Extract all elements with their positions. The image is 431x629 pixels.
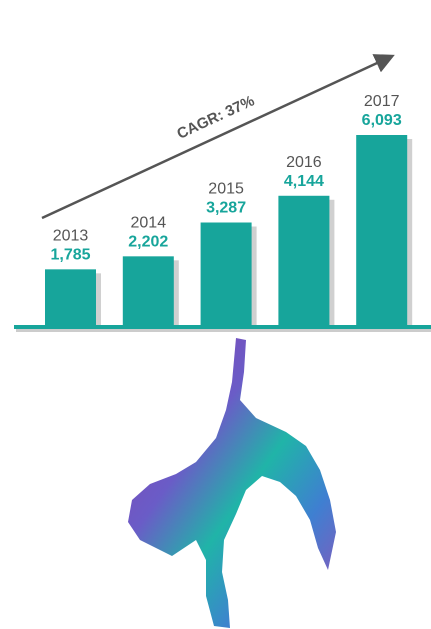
- dancer-silhouette: [128, 338, 336, 628]
- bar: [45, 269, 96, 325]
- cagr-annotation: CAGR: 37%: [174, 92, 257, 142]
- bar: [278, 195, 330, 325]
- value-label: 4,144: [284, 173, 324, 190]
- bar: [200, 222, 252, 325]
- baseline: [14, 325, 431, 329]
- category-label: 2017: [364, 93, 400, 110]
- baseline-shadow: [16, 328, 431, 332]
- growth-arrow: [41, 54, 395, 220]
- value-label: 2,202: [128, 234, 168, 251]
- category-label: 2016: [286, 154, 322, 171]
- bar: [356, 135, 408, 325]
- value-label: 3,287: [206, 200, 246, 217]
- value-label: 6,093: [362, 112, 402, 129]
- category-label: 2015: [208, 181, 244, 198]
- category-label: 2013: [53, 228, 89, 245]
- category-label: 2014: [131, 215, 167, 232]
- bar: [122, 256, 174, 325]
- value-label: 1,785: [50, 247, 90, 264]
